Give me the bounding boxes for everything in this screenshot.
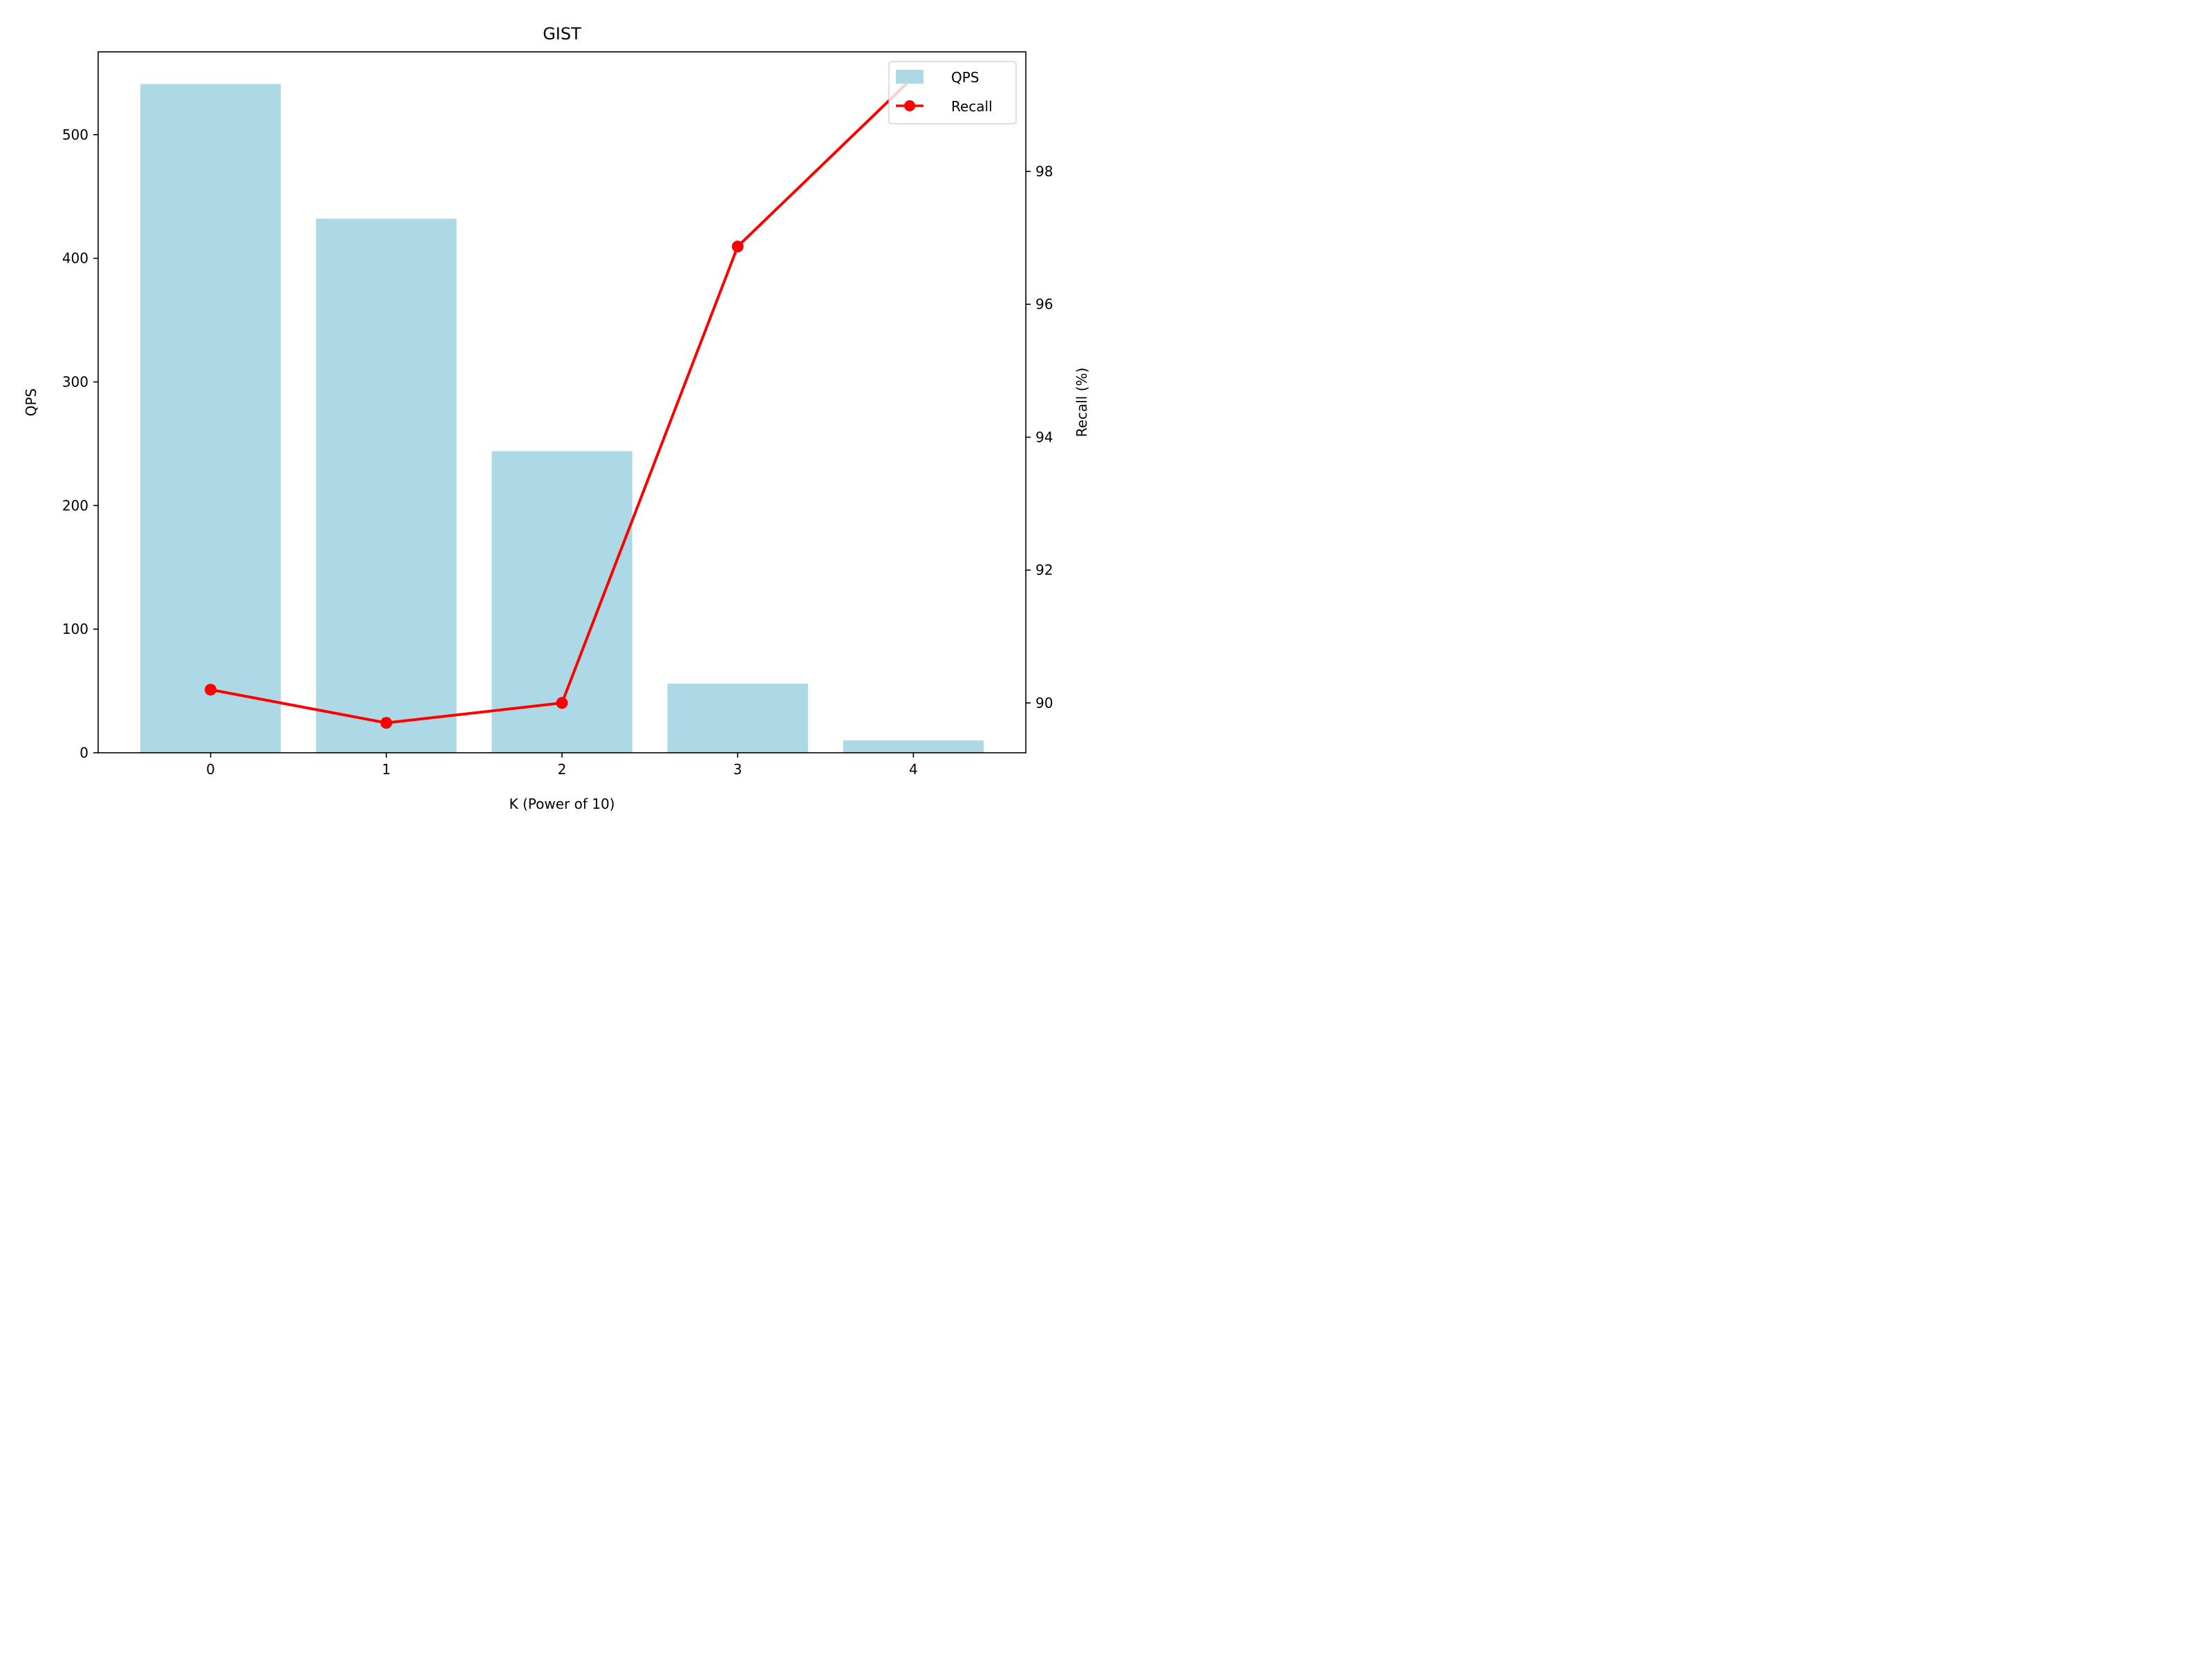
y2-tick-label: 94 <box>1035 429 1053 445</box>
y2-ticks: 90 92 94 96 98 <box>1026 163 1053 711</box>
y-tick-label: 300 <box>62 373 88 390</box>
bar-qps-1 <box>316 218 457 753</box>
legend-marker-recall <box>904 100 915 111</box>
x-axis-label: K (Power of 10) <box>509 796 615 812</box>
x-tick-label: 1 <box>382 761 391 778</box>
y2-tick-label: 90 <box>1035 695 1053 711</box>
x-tick-label: 3 <box>733 761 742 778</box>
y-tick-label: 200 <box>62 497 88 514</box>
y-axis-label: QPS <box>23 388 39 417</box>
bars-layer <box>140 84 984 753</box>
y-tick-label: 0 <box>79 744 88 761</box>
bar-qps-3 <box>667 683 808 753</box>
y2-tick-label: 98 <box>1035 163 1053 180</box>
point-recall-3 <box>731 241 744 253</box>
y-ticks: 0 100 200 300 400 500 <box>62 126 98 761</box>
y2-axis-label: Recall (%) <box>1074 368 1090 438</box>
y2-tick-label: 92 <box>1035 562 1053 579</box>
x-tick-label: 2 <box>558 761 567 778</box>
x-ticks: 0 1 2 3 4 <box>206 753 918 778</box>
bar-qps-4 <box>843 740 984 753</box>
x-tick-label: 4 <box>909 761 918 778</box>
chart-title: GIST <box>543 24 581 44</box>
legend-label-recall: Recall <box>951 98 993 115</box>
bar-qps-0 <box>140 84 281 753</box>
chart: 0 1 2 3 4 0 100 200 300 400 500 90 92 94 96 98 GIST K… <box>0 0 1106 830</box>
legend-swatch-qps <box>896 70 924 84</box>
legend-label-qps: QPS <box>951 69 980 86</box>
y2-tick-label: 96 <box>1035 296 1053 312</box>
y-tick-label: 100 <box>62 621 88 637</box>
y-tick-label: 400 <box>62 250 88 267</box>
point-recall-0 <box>205 684 217 696</box>
point-recall-1 <box>380 717 393 729</box>
point-recall-2 <box>556 697 568 709</box>
x-tick-label: 0 <box>206 761 215 778</box>
y-tick-label: 500 <box>62 126 88 143</box>
legend: QPS Recall <box>888 61 1017 124</box>
